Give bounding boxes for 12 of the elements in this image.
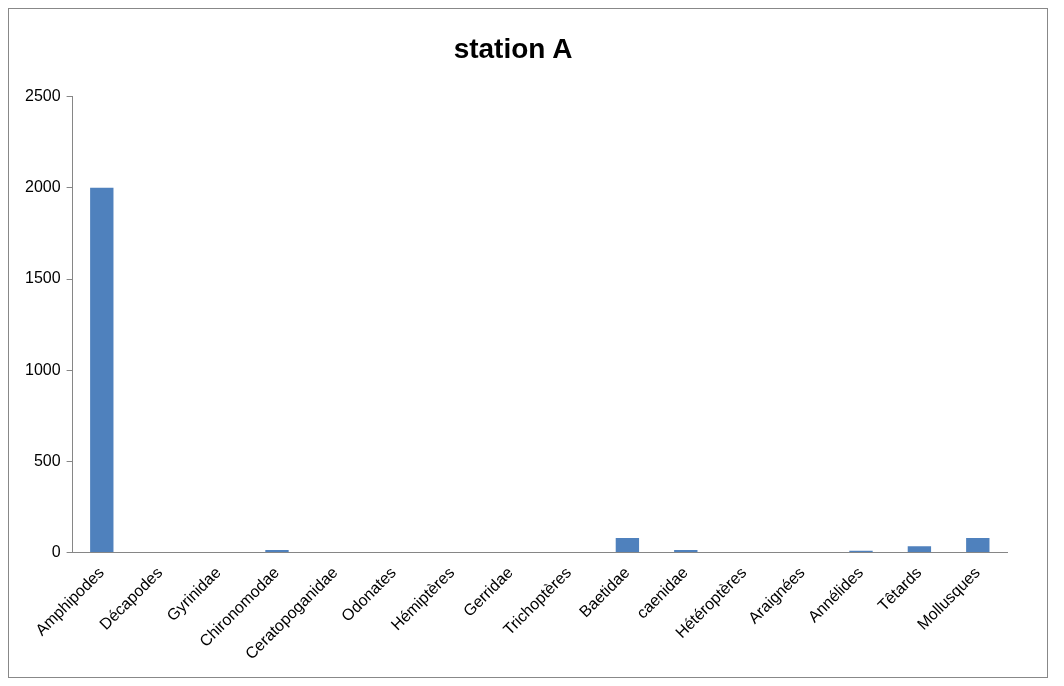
bar	[265, 549, 289, 553]
y-tick-label: 2000	[25, 178, 61, 196]
y-tick-label: 1000	[25, 360, 61, 378]
bar	[966, 538, 990, 553]
y-tick-label: 1500	[25, 269, 61, 287]
bar	[615, 538, 640, 553]
y-tick-label: 500	[33, 451, 61, 469]
chart-title: station A	[453, 32, 573, 64]
bar	[90, 187, 114, 553]
y-tick-label: 2500	[25, 87, 61, 105]
bar	[907, 546, 932, 553]
y-tick-label: 0	[51, 543, 61, 561]
